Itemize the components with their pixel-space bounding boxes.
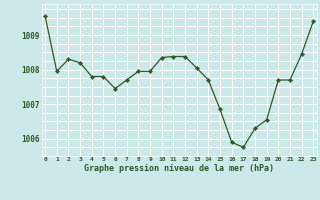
X-axis label: Graphe pression niveau de la mer (hPa): Graphe pression niveau de la mer (hPa): [84, 164, 274, 173]
